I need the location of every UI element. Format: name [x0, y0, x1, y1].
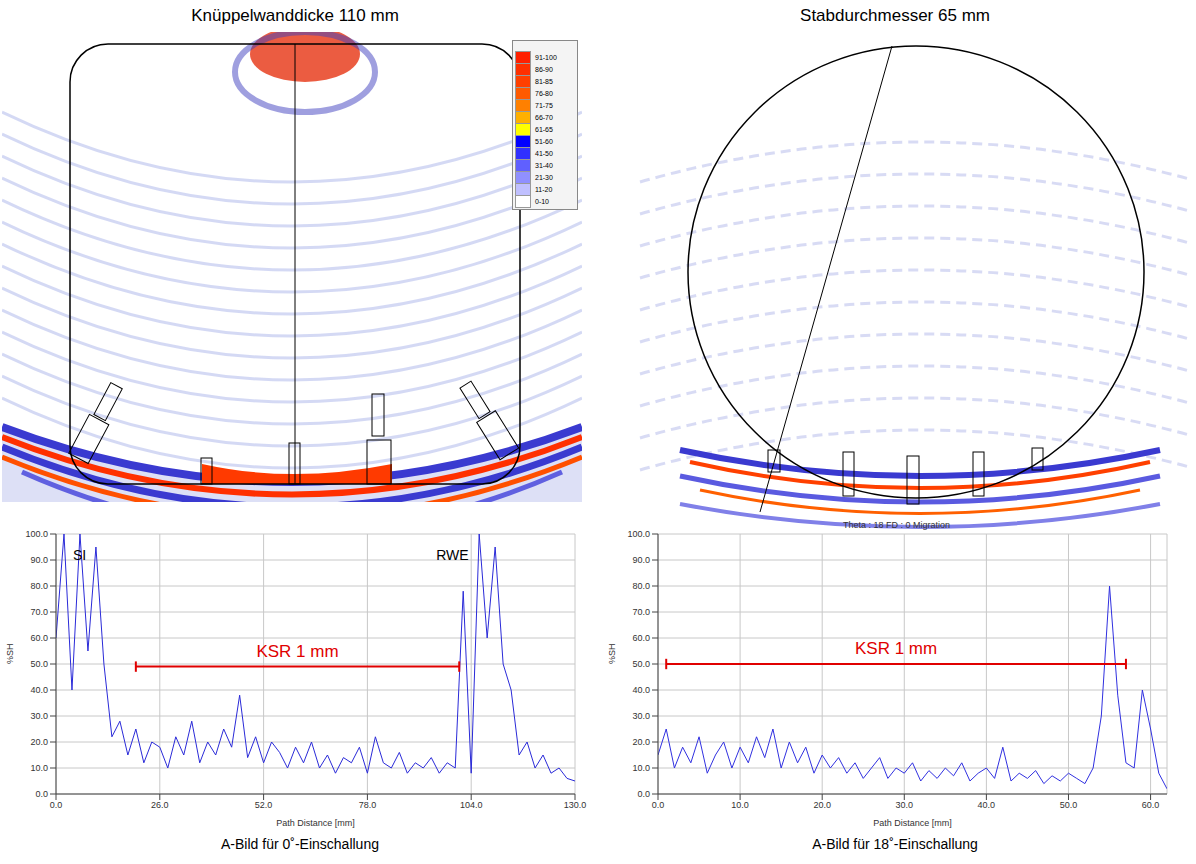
svg-text:RWE: RWE: [436, 547, 468, 563]
svg-text:70.0: 70.0: [30, 607, 48, 617]
svg-text:20.0: 20.0: [813, 800, 831, 810]
html-text:91-100: 91-100: [535, 53, 557, 61]
svg-text:26.0: 26.0: [151, 800, 169, 810]
svg-text:30.0: 30.0: [896, 800, 914, 810]
svg-text:104.0: 104.0: [460, 800, 483, 810]
svg-text:90.0: 90.0: [632, 555, 650, 565]
html-text:A-Bild für 18˚-Einschallung: A-Bild für 18˚-Einschallung: [812, 836, 978, 852]
html-text:76-80: 76-80: [535, 89, 553, 97]
svg-text:Path Distance [mm]: Path Distance [mm]: [276, 818, 355, 828]
svg-text:130.0: 130.0: [564, 800, 587, 810]
html-text:11-20: 11-20: [535, 185, 553, 193]
svg-text:70.0: 70.0: [632, 607, 650, 617]
html-text:A-Bild für 0˚-Einschallung: A-Bild für 0˚-Einschallung: [221, 836, 379, 852]
svg-text:80.0: 80.0: [632, 581, 650, 591]
html-text:86-90: 86-90: [535, 65, 553, 73]
html-text:51-60: 51-60: [535, 137, 553, 145]
svg-text:%SH: %SH: [5, 643, 15, 664]
svg-text:10.0: 10.0: [30, 763, 48, 773]
svg-text:60.0: 60.0: [1142, 800, 1160, 810]
svg-text:40.0: 40.0: [632, 685, 650, 695]
html-text:66-70: 66-70: [535, 113, 553, 121]
html-text:Theta : 18 FD : 0 Migration: Theta : 18 FD : 0 Migration: [843, 520, 950, 530]
svg-text:50.0: 50.0: [632, 659, 650, 669]
html-text:21-30: 21-30: [535, 173, 553, 181]
svg-text:50.0: 50.0: [30, 659, 48, 669]
html-text:Stabdurchmesser 65 mm: Stabdurchmesser 65 mm: [800, 6, 990, 25]
svg-text:Path Distance [mm]: Path Distance [mm]: [873, 818, 952, 828]
svg-text:0.0: 0.0: [50, 800, 63, 810]
svg-text:60.0: 60.0: [30, 633, 48, 643]
svg-text:40.0: 40.0: [978, 800, 996, 810]
svg-text:40.0: 40.0: [30, 685, 48, 695]
svg-text:KSR 1 mm: KSR 1 mm: [256, 642, 338, 661]
html-text:Knüppelwanddicke 110 mm: Knüppelwanddicke 110 mm: [191, 6, 399, 25]
svg-text:0.0: 0.0: [637, 789, 650, 799]
svg-text:10.0: 10.0: [632, 763, 650, 773]
html-text:31-40: 31-40: [535, 161, 553, 169]
html-text:0-10: 0-10: [535, 197, 549, 205]
svg-text:60.0: 60.0: [632, 633, 650, 643]
svg-text:52.0: 52.0: [255, 800, 273, 810]
html-text:61-65: 61-65: [535, 125, 553, 133]
svg-text:30.0: 30.0: [30, 711, 48, 721]
svg-text:100.0: 100.0: [627, 529, 650, 539]
svg-text:20.0: 20.0: [30, 737, 48, 747]
svg-text:SI: SI: [73, 547, 86, 563]
html-text:71-75: 71-75: [535, 101, 553, 109]
svg-text:%SH: %SH: [607, 643, 617, 664]
svg-text:50.0: 50.0: [1060, 800, 1078, 810]
svg-text:80.0: 80.0: [30, 581, 48, 591]
html-text:41-50: 41-50: [535, 149, 553, 157]
svg-text:30.0: 30.0: [632, 711, 650, 721]
svg-text:90.0: 90.0: [30, 555, 48, 565]
svg-text:78.0: 78.0: [359, 800, 377, 810]
svg-text:100.0: 100.0: [25, 529, 48, 539]
html-text:81-85: 81-85: [535, 77, 553, 85]
svg-text:0.0: 0.0: [652, 800, 665, 810]
svg-text:10.0: 10.0: [731, 800, 749, 810]
svg-text:KSR 1 mm: KSR 1 mm: [855, 639, 937, 658]
svg-text:0.0: 0.0: [35, 789, 48, 799]
svg-text:20.0: 20.0: [632, 737, 650, 747]
